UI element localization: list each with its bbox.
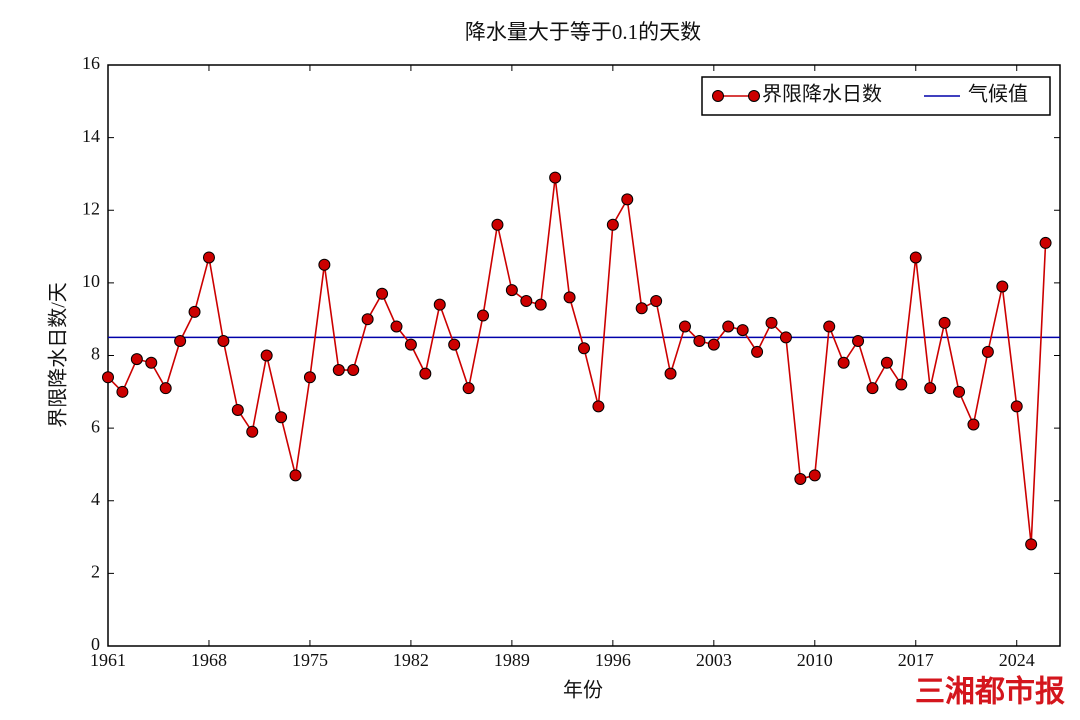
data-point bbox=[953, 385, 966, 398]
x-tick-label: 2024 bbox=[999, 650, 1035, 670]
data-point bbox=[462, 382, 475, 395]
data-point bbox=[289, 469, 302, 482]
data-point bbox=[1010, 400, 1023, 413]
data-point bbox=[981, 345, 994, 358]
data-point bbox=[145, 356, 158, 369]
data-point bbox=[563, 291, 576, 304]
data-point bbox=[592, 400, 605, 413]
data-point bbox=[779, 331, 792, 344]
data-point bbox=[1039, 236, 1052, 249]
y-tick-label: 2 bbox=[91, 562, 100, 582]
data-point bbox=[635, 302, 648, 315]
data-point bbox=[967, 418, 980, 431]
data-point bbox=[707, 338, 720, 351]
data-point bbox=[202, 251, 215, 264]
x-tick-label: 1989 bbox=[494, 650, 530, 670]
data-point bbox=[606, 218, 619, 231]
y-tick-label: 8 bbox=[91, 344, 100, 364]
y-tick-label: 12 bbox=[82, 198, 100, 218]
data-point bbox=[678, 320, 691, 333]
data-point bbox=[765, 316, 778, 329]
data-point bbox=[751, 345, 764, 358]
data-point bbox=[578, 342, 590, 355]
data-point bbox=[722, 320, 735, 333]
data-point bbox=[419, 367, 432, 380]
x-tick-label: 2003 bbox=[696, 650, 732, 670]
plot-frame bbox=[107, 64, 1061, 647]
data-point bbox=[102, 371, 114, 384]
legend-label: 界限降水日数 bbox=[762, 83, 882, 106]
data-point bbox=[909, 251, 922, 264]
data-point bbox=[260, 349, 273, 362]
data-point bbox=[332, 364, 345, 377]
data-point bbox=[246, 425, 259, 438]
data-point bbox=[1025, 538, 1038, 551]
x-axis-label: 年份 bbox=[563, 679, 603, 702]
data-point bbox=[866, 382, 879, 395]
data-point bbox=[520, 295, 533, 308]
watermark: 三湘都市报 bbox=[915, 675, 1065, 710]
data-point bbox=[174, 334, 187, 347]
y-axis-label: 界限降水日数/天 bbox=[47, 282, 70, 428]
data-point bbox=[303, 371, 316, 384]
data-point bbox=[376, 287, 389, 300]
data-point bbox=[823, 320, 836, 333]
data-point bbox=[130, 353, 143, 366]
data-point bbox=[996, 280, 1009, 293]
data-point bbox=[231, 403, 244, 416]
data-point bbox=[938, 316, 951, 329]
data-point bbox=[534, 298, 547, 311]
data-point bbox=[505, 284, 518, 297]
data-point bbox=[217, 334, 230, 347]
data-point bbox=[491, 218, 504, 231]
x-tick-label: 1961 bbox=[90, 650, 126, 670]
y-tick-label: 16 bbox=[82, 53, 100, 73]
data-point bbox=[318, 258, 331, 271]
data-point bbox=[837, 356, 850, 369]
x-tick-label: 1982 bbox=[393, 650, 429, 670]
y-tick-label: 0 bbox=[91, 634, 100, 654]
data-point bbox=[664, 367, 677, 380]
data-point bbox=[693, 334, 706, 347]
x-tick-label: 1996 bbox=[595, 650, 631, 670]
data-point bbox=[895, 378, 908, 391]
y-tick-label: 14 bbox=[82, 126, 100, 146]
data-point bbox=[621, 193, 634, 206]
data-point bbox=[433, 298, 446, 311]
y-tick-label: 10 bbox=[82, 271, 100, 291]
legend-marker bbox=[712, 90, 724, 102]
data-point bbox=[477, 309, 490, 322]
data-point bbox=[924, 382, 937, 395]
data-point bbox=[794, 472, 807, 485]
data-point bbox=[116, 385, 129, 398]
data-point bbox=[808, 469, 821, 482]
x-tick-label: 1975 bbox=[292, 650, 328, 670]
data-point bbox=[347, 364, 360, 377]
data-point bbox=[404, 338, 417, 351]
x-tick-label: 2017 bbox=[898, 650, 934, 670]
data-point bbox=[852, 334, 865, 347]
data-point bbox=[650, 295, 663, 308]
data-point bbox=[390, 320, 403, 333]
legend-marker bbox=[748, 90, 760, 102]
data-point bbox=[361, 313, 374, 326]
data-point bbox=[275, 411, 288, 424]
x-tick-label: 1968 bbox=[191, 650, 227, 670]
x-tick-label: 2010 bbox=[797, 650, 833, 670]
data-point bbox=[736, 324, 749, 337]
legend-label: 气候值 bbox=[968, 83, 1028, 106]
y-tick-label: 4 bbox=[91, 489, 100, 509]
data-line bbox=[107, 177, 1047, 545]
data-point bbox=[448, 338, 461, 351]
data-point bbox=[159, 382, 172, 395]
data-point bbox=[880, 356, 893, 369]
y-tick-label: 6 bbox=[91, 416, 100, 436]
data-point bbox=[549, 171, 562, 184]
data-point bbox=[188, 305, 201, 318]
chart-title: 降水量大于等于0.1的天数 bbox=[465, 20, 701, 44]
